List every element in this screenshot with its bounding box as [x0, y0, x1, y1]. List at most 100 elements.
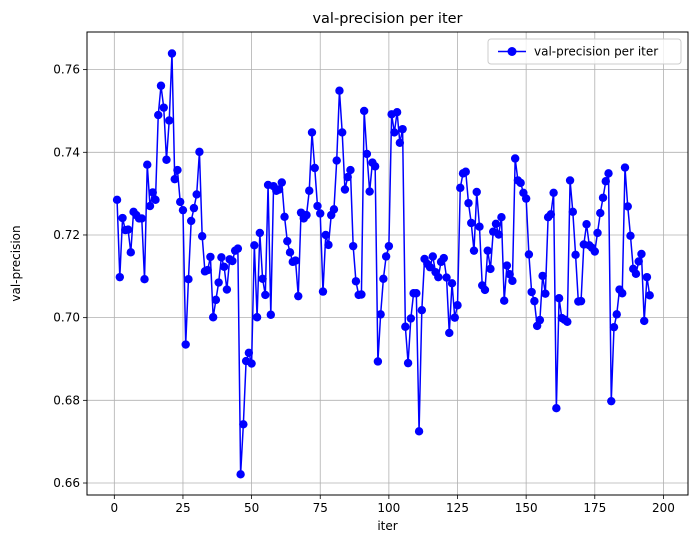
data-point	[640, 316, 649, 326]
data-point	[208, 313, 218, 322]
data-point	[343, 172, 352, 182]
data-point	[414, 427, 424, 436]
data-point	[112, 195, 122, 205]
data-point	[445, 328, 454, 338]
data-point	[434, 272, 443, 282]
data-point	[307, 128, 317, 137]
data-point	[329, 205, 339, 214]
data-point	[233, 244, 243, 253]
series-layer	[112, 49, 654, 479]
data-point	[623, 202, 632, 211]
data-point	[472, 187, 481, 197]
data-point	[425, 263, 435, 272]
data-point	[563, 317, 572, 326]
data-point	[294, 291, 303, 301]
data-point	[510, 154, 520, 163]
x-tick-label: 75	[313, 501, 328, 515]
data-point	[497, 213, 506, 222]
data-point	[217, 253, 226, 262]
data-point	[258, 274, 267, 283]
data-point	[118, 213, 127, 223]
data-point	[313, 201, 322, 211]
data-point	[176, 197, 185, 207]
data-point	[461, 167, 470, 176]
data-point	[318, 287, 328, 296]
data-point	[228, 256, 237, 266]
data-point	[626, 231, 635, 240]
data-point	[502, 261, 512, 270]
y-axis-label: val-precision	[9, 225, 23, 301]
data-point	[381, 252, 391, 261]
data-point	[604, 169, 613, 178]
data-point	[499, 296, 509, 305]
data-point	[398, 124, 407, 134]
y-tick-label: 0.76	[53, 63, 80, 77]
chart-title: val-precision per iter	[312, 11, 462, 27]
y-tick-label: 0.70	[53, 311, 80, 325]
data-point	[598, 193, 608, 202]
x-tick-label: 0	[110, 501, 118, 515]
data-point	[359, 106, 369, 116]
data-point	[236, 470, 245, 479]
data-point	[491, 219, 501, 229]
data-point	[214, 278, 223, 287]
data-point	[274, 185, 284, 194]
data-point	[516, 178, 525, 188]
data-point	[239, 420, 248, 429]
data-point	[541, 289, 550, 298]
data-point	[376, 310, 385, 319]
data-point	[255, 228, 265, 238]
data-point	[401, 322, 410, 331]
data-point	[211, 295, 221, 305]
y-tick-label: 0.68	[53, 393, 80, 407]
data-point	[181, 340, 190, 349]
data-point	[148, 188, 157, 197]
data-point	[392, 108, 402, 117]
data-point	[447, 279, 457, 288]
x-tick-label: 50	[244, 501, 259, 515]
data-point	[154, 110, 163, 120]
data-point	[634, 257, 643, 266]
data-point	[453, 301, 462, 310]
data-point	[456, 183, 465, 193]
data-point	[637, 249, 646, 259]
x-tick-label: 100	[377, 501, 400, 515]
data-point	[261, 290, 270, 300]
data-point	[115, 272, 125, 282]
data-point	[348, 241, 358, 251]
data-point	[222, 285, 232, 294]
data-point	[538, 271, 547, 281]
x-axis-label: iter	[377, 519, 397, 533]
data-point	[165, 116, 174, 125]
data-point	[494, 230, 503, 239]
data-point	[178, 205, 188, 215]
data-point	[464, 198, 473, 208]
data-point	[291, 256, 300, 265]
data-point	[450, 313, 459, 322]
y-tick-label: 0.72	[53, 228, 80, 242]
data-point	[351, 277, 361, 286]
data-point	[403, 358, 413, 368]
data-point	[439, 253, 448, 263]
data-point	[321, 230, 330, 240]
data-point	[244, 348, 254, 357]
data-point	[310, 163, 319, 173]
data-point	[324, 240, 333, 250]
data-point	[203, 265, 212, 275]
data-point	[406, 314, 416, 323]
data-point	[505, 270, 514, 279]
data-point	[186, 216, 196, 226]
data-point	[546, 210, 556, 219]
data-point	[527, 287, 536, 297]
data-point	[390, 128, 399, 137]
y-axis-ticks: 0.66 0.68 0.70 0.72 0.74 0.76	[53, 63, 87, 490]
data-point	[607, 396, 616, 406]
data-point	[530, 296, 539, 306]
data-point	[412, 289, 421, 298]
x-tick-label: 175	[583, 501, 606, 515]
data-point	[590, 247, 599, 256]
data-point	[395, 138, 405, 147]
data-point	[357, 290, 366, 299]
data-point	[582, 220, 591, 229]
